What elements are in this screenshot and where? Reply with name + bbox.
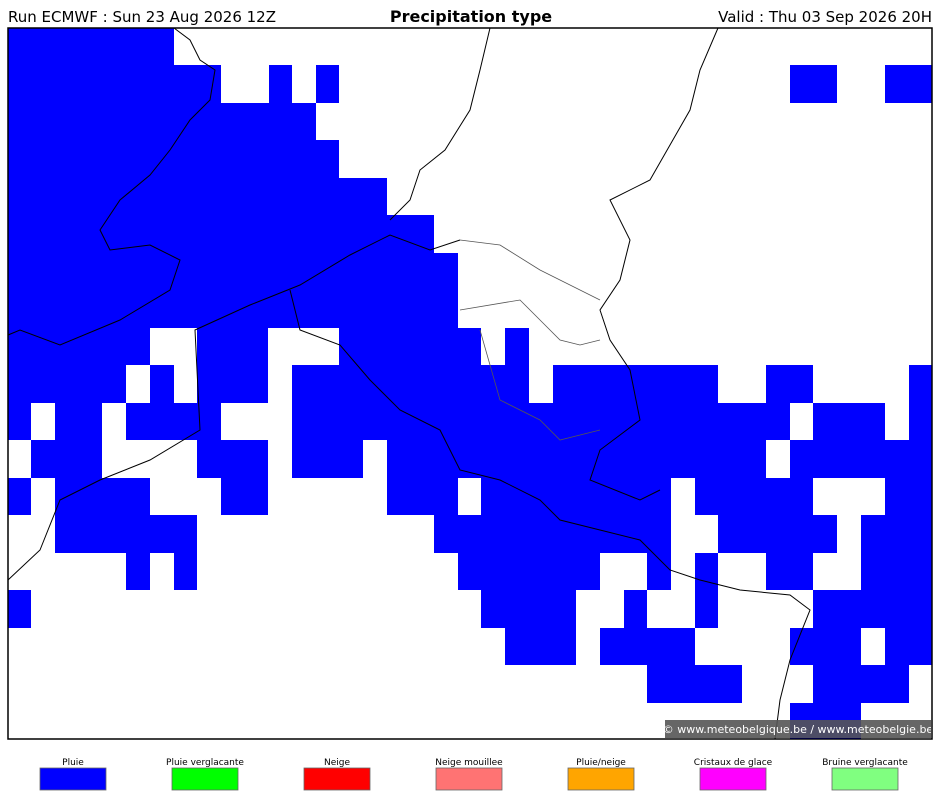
border (289, 289, 811, 740)
credit-box (665, 720, 931, 738)
legend-swatch (567, 767, 635, 791)
coastline (389, 27, 491, 221)
credit: © www.meteobelgique.be / www.meteobelgie… (663, 723, 934, 736)
title: Precipitation type (390, 7, 552, 26)
legend-label: Pluie (62, 758, 84, 768)
border (589, 27, 719, 501)
legend-label: Cristaux de glace (694, 758, 773, 768)
legend-label: Neige mouillee (435, 758, 503, 768)
legend-swatch (39, 767, 107, 791)
coastline (7, 27, 216, 346)
legend-label: Pluie verglacante (166, 758, 244, 768)
border (459, 239, 601, 441)
map: © www.meteobelgique.be / www.meteobelgie… (7, 27, 934, 740)
run-info: Run ECMWF : Sun 23 Aug 2026 12Z (8, 8, 276, 26)
legend: Pluie Pluie verglacante Neige Neige mouille… (39, 758, 908, 791)
coastline (7, 234, 461, 581)
legend-swatch (831, 767, 899, 791)
map-frame (7, 27, 933, 740)
precip-cells (8, 28, 932, 739)
legend-swatch (699, 767, 767, 791)
legend-label: Bruine verglacante (822, 758, 908, 768)
valid-info: Valid : Thu 03 Sep 2026 20H (718, 8, 932, 26)
legend-label: Neige (324, 758, 350, 768)
legend-label: Pluie/neige (576, 758, 626, 768)
legend-swatch (171, 767, 239, 791)
legend-swatch (435, 767, 503, 791)
legend-swatch (303, 767, 371, 791)
